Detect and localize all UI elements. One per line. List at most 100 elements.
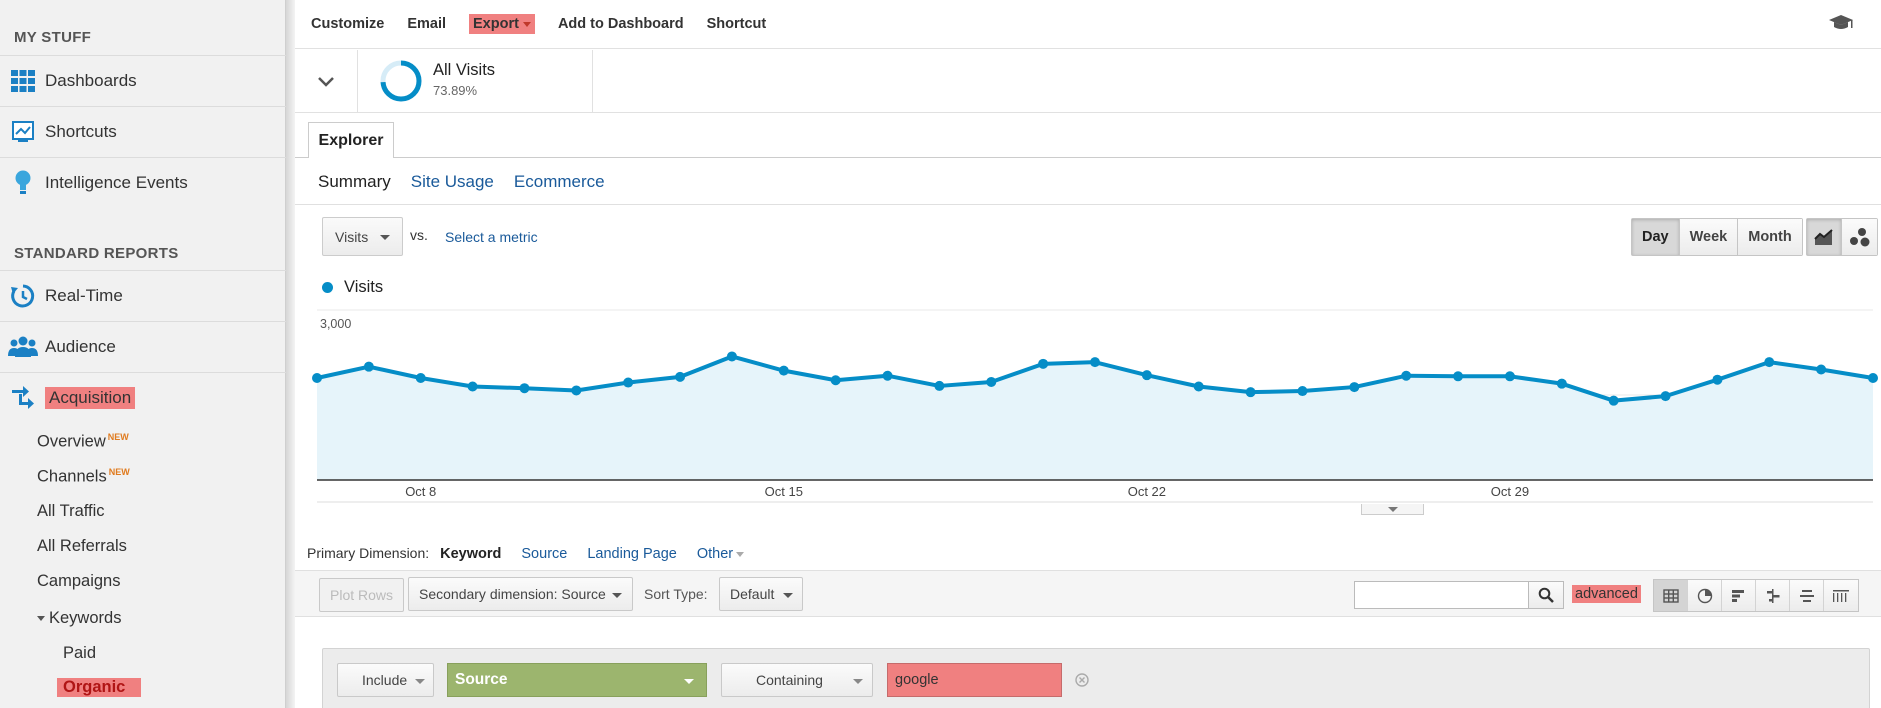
data-point[interactable]	[415, 373, 426, 383]
x-tick-label: Oct 29	[1491, 484, 1529, 499]
sidebar-item-real-time[interactable]: Real-Time	[0, 270, 286, 321]
data-point[interactable]	[623, 377, 634, 388]
data-point[interactable]	[882, 370, 893, 381]
subtab-site-usage[interactable]: Site Usage	[410, 172, 494, 191]
search-icon	[1538, 587, 1554, 603]
data-point[interactable]	[1090, 357, 1100, 368]
export-button[interactable]: Export	[469, 14, 535, 34]
subtab-ecommerce[interactable]: Ecommerce	[513, 172, 605, 191]
data-point[interactable]	[571, 385, 582, 396]
customize-button[interactable]: Customize	[311, 16, 385, 32]
period-day-button[interactable]: Day	[1632, 219, 1680, 255]
sidebar-sub-organic[interactable]: Organic	[57, 678, 141, 697]
sidebar-sub-campaigns[interactable]: Campaigns	[37, 572, 121, 590]
filter-match-dropdown[interactable]: Containing	[721, 663, 873, 697]
sidebar-item-shortcuts[interactable]: Shortcuts	[0, 106, 286, 157]
select-metric-link[interactable]: Select a metric	[445, 229, 538, 245]
data-point[interactable]	[1141, 370, 1152, 381]
data-point[interactable]	[1712, 374, 1723, 385]
sidebar-sub-channels[interactable]: Channels NEW	[37, 467, 130, 487]
data-point[interactable]	[675, 371, 686, 382]
data-point[interactable]	[1453, 371, 1464, 382]
data-point[interactable]	[1816, 364, 1827, 375]
data-point[interactable]	[986, 376, 997, 387]
sidebar-item-acquisition[interactable]: Acquisition	[0, 372, 286, 423]
shortcut-button[interactable]: Shortcut	[706, 16, 767, 32]
data-point[interactable]	[726, 351, 737, 362]
data-point[interactable]	[1297, 386, 1308, 397]
data-point[interactable]	[1193, 381, 1204, 392]
chart-collapse-handle[interactable]	[1361, 504, 1424, 515]
dimension-other-label: Other	[696, 546, 734, 562]
data-point[interactable]	[1868, 373, 1878, 383]
view-term-cloud-button[interactable]	[1790, 580, 1824, 611]
subtab-summary[interactable]: Summary	[318, 172, 391, 191]
table-search-input[interactable]	[1354, 581, 1529, 609]
filter-dimension-dropdown[interactable]: Source	[447, 663, 707, 697]
data-point[interactable]	[1245, 387, 1256, 398]
data-point[interactable]	[778, 365, 789, 376]
filter-dimension-label: Source	[455, 671, 508, 688]
view-pivot-button[interactable]	[1824, 580, 1858, 611]
motion-chart-button[interactable]	[1842, 219, 1877, 255]
search-button[interactable]	[1528, 581, 1564, 609]
data-point[interactable]	[1401, 370, 1412, 381]
filter-value-input[interactable]: google	[887, 663, 1062, 697]
clear-filter-icon[interactable]	[1075, 673, 1089, 692]
period-month-button[interactable]: Month	[1738, 219, 1802, 255]
line-chart-button[interactable]	[1807, 219, 1842, 255]
period-week-button[interactable]: Week	[1679, 219, 1739, 255]
bubble-chart-icon	[1849, 228, 1869, 247]
data-point[interactable]	[519, 383, 530, 394]
sidebar: MY STUFF Dashboards Shortcuts Intelligen…	[0, 0, 286, 708]
graduation-cap-icon[interactable]	[1828, 14, 1854, 37]
data-point[interactable]	[467, 381, 478, 392]
export-label: Export	[473, 16, 519, 32]
data-point[interactable]	[1608, 395, 1619, 406]
segment-toggle[interactable]	[295, 50, 358, 113]
metric-dropdown[interactable]: Visits	[322, 217, 403, 256]
visits-area	[317, 356, 1873, 480]
email-button[interactable]: Email	[407, 16, 447, 32]
table-view-selector	[1653, 579, 1859, 612]
data-point[interactable]	[1660, 391, 1671, 402]
view-comparison-button[interactable]	[1756, 580, 1790, 611]
data-point[interactable]	[312, 373, 322, 383]
sidebar-sub-keywords[interactable]: Keywords	[37, 609, 121, 628]
dimension-landing-page[interactable]: Landing Page	[587, 546, 677, 562]
sidebar-sub-all-traffic[interactable]: All Traffic	[37, 502, 105, 520]
sidebar-item-audience[interactable]: Audience	[0, 321, 286, 372]
data-point[interactable]	[1556, 378, 1567, 389]
dimension-source[interactable]: Source	[521, 546, 568, 562]
data-point[interactable]	[1349, 382, 1360, 393]
sidebar-sub-overview[interactable]: Overview NEW	[37, 432, 129, 452]
data-point[interactable]	[1764, 357, 1775, 368]
plot-rows-button[interactable]: Plot Rows	[319, 578, 405, 612]
data-point[interactable]	[363, 361, 374, 372]
tab-explorer[interactable]: Explorer	[308, 122, 394, 158]
advanced-filter-link[interactable]: advanced	[1572, 585, 1641, 603]
sidebar-item-dashboards[interactable]: Dashboards	[0, 55, 286, 106]
add-to-dashboard-button[interactable]: Add to Dashboard	[557, 16, 684, 32]
sidebar-sub-all-referrals[interactable]: All Referrals	[37, 537, 127, 555]
data-point[interactable]	[934, 380, 945, 391]
data-point[interactable]	[830, 375, 841, 386]
sidebar-item-intelligence-events[interactable]: Intelligence Events	[0, 157, 286, 208]
sidebar-divider[interactable]	[286, 0, 295, 708]
dimension-keyword[interactable]: Keyword	[440, 546, 502, 562]
data-point[interactable]	[1504, 371, 1515, 382]
sidebar-sub-paid[interactable]: Paid	[63, 644, 97, 662]
include-dropdown[interactable]: Include	[337, 663, 434, 697]
view-percentage-button[interactable]	[1688, 580, 1722, 611]
sidebar-item-label: Audience	[45, 337, 116, 356]
dimension-other[interactable]: Other	[696, 546, 745, 562]
data-point[interactable]	[1038, 358, 1049, 369]
sort-type-label: Sort Type:	[644, 586, 708, 602]
segment-card[interactable]: All Visits 73.89%	[358, 50, 593, 113]
sort-type-dropdown[interactable]: Default	[719, 577, 803, 611]
view-data-button[interactable]	[1654, 580, 1688, 611]
segment-donut	[380, 60, 422, 102]
secondary-dimension-dropdown[interactable]: Secondary dimension: Source	[408, 577, 633, 611]
view-performance-button[interactable]	[1722, 580, 1756, 611]
